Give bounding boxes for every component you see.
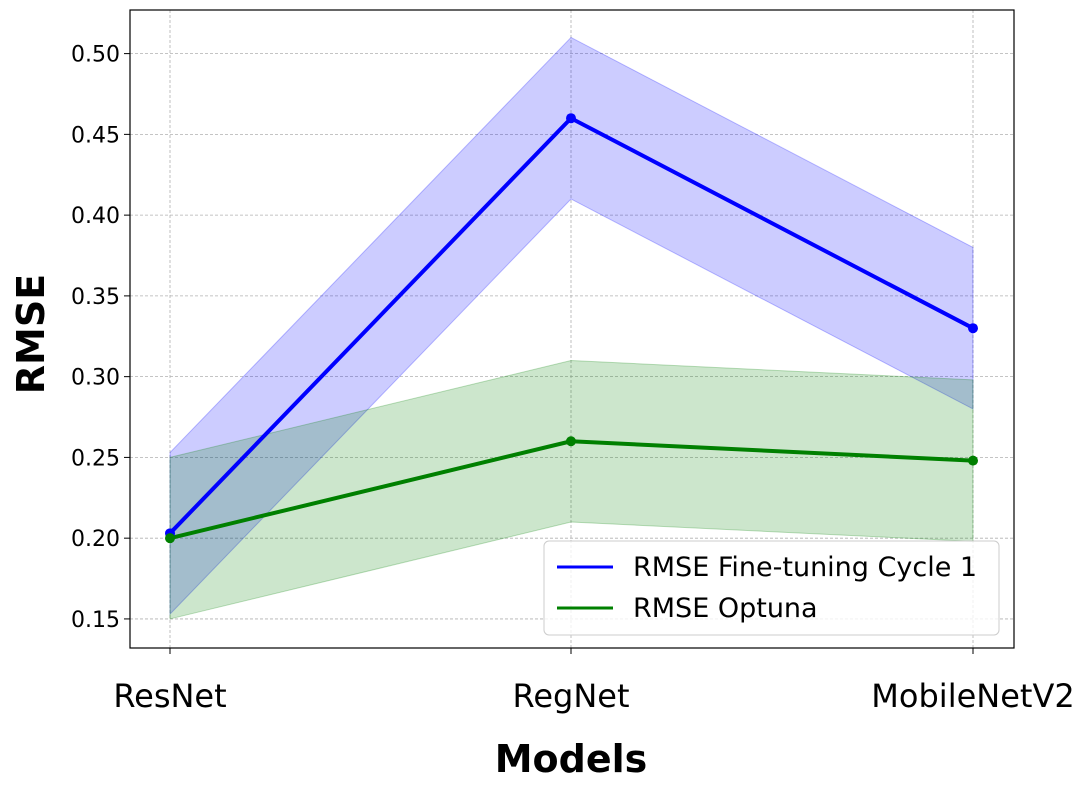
legend-box <box>543 540 1000 636</box>
x-axis-title: Models <box>495 737 648 781</box>
y-axis-title: RMSE <box>9 274 53 394</box>
x-tick-label: MobileNetV2 <box>871 677 1074 715</box>
y-tick-label: 0.50 <box>71 43 120 68</box>
y-tick-label: 0.40 <box>71 204 120 229</box>
y-tick-label: 0.25 <box>71 446 120 471</box>
data-point <box>968 455 978 466</box>
data-point <box>968 323 978 334</box>
y-tick-label: 0.20 <box>71 527 120 552</box>
y-axis: 0.15 0.20 0.25 0.30 0.35 0.40 0.45 0.50 <box>71 43 130 633</box>
x-tick-label: RegNet <box>513 677 630 715</box>
x-axis: ResNet RegNet MobileNetV2 <box>113 648 1075 715</box>
y-tick-label: 0.30 <box>71 366 120 391</box>
y-tick-label: 0.45 <box>71 123 120 148</box>
confidence-band-0 <box>169 36 974 616</box>
y-tick-label: 0.15 <box>71 608 120 633</box>
x-tick-label: ResNet <box>113 677 226 715</box>
legend-label-optuna: RMSE Optuna <box>633 593 818 624</box>
y-tick-label: 0.35 <box>71 285 120 310</box>
series-points <box>165 113 978 544</box>
legend: RMSE Fine-tuning Cycle 1 RMSE Optuna <box>543 540 1000 636</box>
data-point <box>566 113 576 124</box>
plot-frame <box>129 9 1015 649</box>
data-point <box>566 436 576 447</box>
data-point <box>165 533 175 544</box>
legend-label-finetuning: RMSE Fine-tuning Cycle 1 <box>633 552 977 583</box>
